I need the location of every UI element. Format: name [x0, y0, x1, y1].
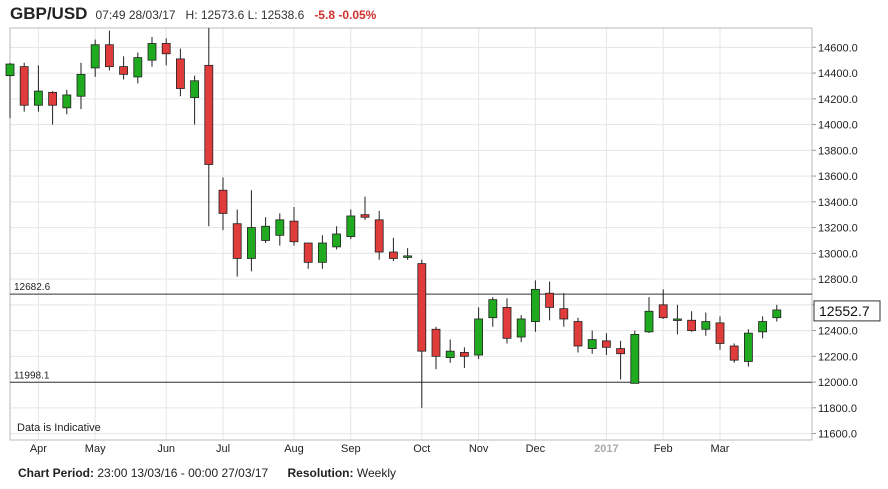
candle-body: [317, 242, 327, 263]
candle-body: [388, 251, 398, 259]
y-tick-label: 13600.0: [818, 171, 858, 183]
x-tick-label: Jul: [216, 443, 230, 455]
candle-body: [658, 304, 668, 319]
candle-body: [602, 340, 611, 348]
x-tick-label: Mar: [711, 443, 730, 455]
resolution-label: Resolution:: [287, 466, 354, 480]
reference-line-label: 12682.6: [14, 282, 51, 293]
x-tick-label: Nov: [469, 443, 489, 455]
x-tick-label: 2017: [594, 443, 618, 455]
candle-body: [673, 318, 682, 321]
y-tick-label: 13800.0: [818, 145, 858, 157]
quote-time: 07:49 28/03/17: [95, 8, 176, 22]
data-indicative-note: Data is Indicative: [17, 422, 101, 434]
candle-body: [246, 227, 256, 259]
candle-body: [19, 66, 29, 106]
candle-body: [232, 223, 242, 259]
candle-body: [502, 306, 512, 339]
candle-body: [687, 319, 696, 331]
y-tick-label: 12400.0: [818, 326, 858, 338]
candle-body: [715, 322, 725, 344]
y-tick-label: 13000.0: [818, 248, 858, 260]
candle-body: [644, 310, 654, 333]
candle-body: [616, 348, 625, 355]
y-tick-label: 12000.0: [818, 377, 858, 389]
candle-body: [531, 288, 540, 322]
y-tick-label: 12800.0: [818, 274, 858, 286]
y-tick-label: 14000.0: [818, 120, 858, 132]
chart-period-value: 23:00 13/03/16 - 00:00 27/03/17: [97, 466, 269, 480]
y-tick-label: 12200.0: [818, 351, 858, 363]
candle-body: [332, 233, 342, 248]
candle-body: [261, 225, 271, 241]
candle-body: [474, 318, 484, 356]
candle-body: [573, 321, 583, 347]
plot-frame: [9, 27, 813, 441]
candle-body: [346, 215, 356, 237]
chart-header: GBP/USD 07:49 28/03/17 H: 12573.6 L: 125…: [10, 0, 376, 28]
candle-body: [204, 64, 214, 165]
x-tick-label: Apr: [30, 443, 47, 455]
x-tick-label: Sep: [341, 443, 361, 455]
symbol-title: GBP/USD: [10, 4, 88, 23]
candle-body: [559, 308, 569, 320]
candlestick-chart: 11600.011800.012000.012200.012400.012600…: [5, 27, 881, 455]
candle-body: [34, 90, 43, 106]
x-tick-label: Aug: [284, 443, 304, 455]
candle-body: [374, 219, 384, 253]
candle-body: [772, 309, 782, 319]
reference-line-label: 11998.1: [14, 370, 50, 381]
change-readout: -5.8 -0.05%: [314, 8, 377, 22]
y-tick-label: 11800.0: [818, 403, 857, 415]
last-price-label: 12552.7: [819, 303, 870, 319]
y-tick-label: 14400.0: [818, 68, 858, 80]
candle-body: [147, 43, 157, 61]
candle-body: [5, 63, 15, 77]
candle-body: [459, 352, 469, 357]
candle-body: [105, 44, 114, 68]
candle-body: [275, 219, 285, 236]
high-low-readout: H: 12573.6 L: 12538.6: [185, 8, 305, 22]
candle-body: [360, 214, 370, 218]
y-tick-label: 11600.0: [818, 429, 857, 441]
x-tick-label: May: [85, 443, 106, 455]
x-tick-label: Dec: [526, 443, 546, 455]
x-tick-label: Oct: [413, 443, 430, 455]
candle-body: [76, 73, 86, 97]
chart-footer: Chart Period: 23:00 13/03/16 - 00:00 27/…: [18, 466, 412, 480]
candle-body: [133, 57, 143, 78]
candle-body: [48, 91, 57, 106]
candle-body: [758, 321, 767, 333]
x-tick-label: Jun: [157, 443, 175, 455]
candle-body: [190, 80, 200, 98]
last-price-box: [813, 300, 881, 322]
candle-body: [403, 255, 413, 258]
candle-body: [516, 318, 526, 338]
chart-period-label: Chart Period:: [18, 466, 95, 480]
candle-body: [289, 220, 299, 243]
y-tick-label: 13200.0: [818, 223, 858, 235]
candle-body: [175, 58, 185, 89]
candle-body: [417, 263, 427, 352]
candle-body: [630, 334, 640, 384]
candle-body: [161, 43, 171, 55]
candle-body: [303, 242, 313, 263]
candle-body: [729, 345, 739, 361]
resolution-value: Weekly: [356, 466, 396, 480]
candle-body: [587, 339, 597, 349]
candle-body: [488, 299, 498, 319]
candle-body: [744, 332, 753, 362]
candle-body: [218, 189, 228, 214]
y-tick-label: 14600.0: [818, 42, 858, 54]
x-tick-label: Feb: [654, 443, 673, 455]
y-tick-label: 13400.0: [818, 197, 858, 209]
candle-body: [701, 321, 711, 330]
candle-body: [545, 292, 554, 308]
candle-body: [445, 350, 455, 359]
candle-body: [119, 66, 128, 75]
y-tick-label: 14200.0: [818, 94, 858, 106]
candle-body: [90, 44, 100, 69]
candle-body: [62, 94, 72, 109]
candle-body: [431, 328, 441, 357]
